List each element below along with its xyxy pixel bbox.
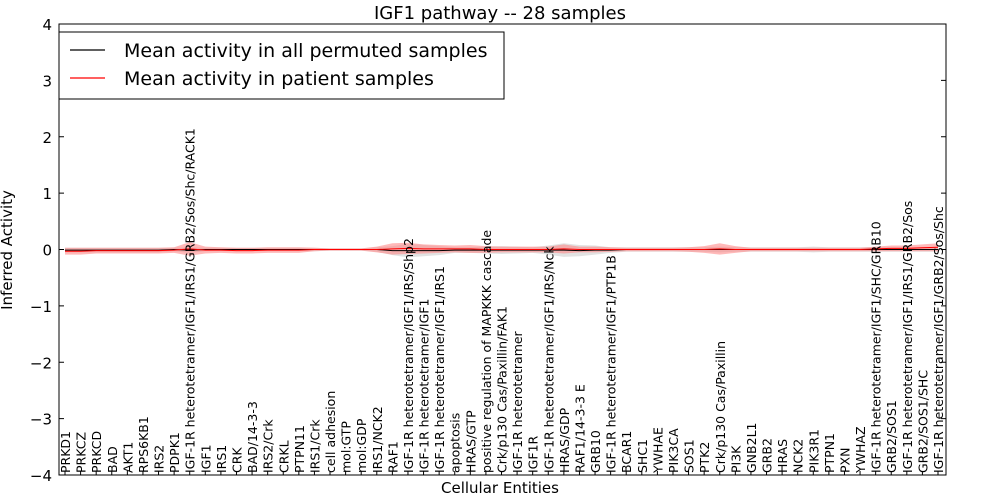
x-tick-label: BCAR1	[619, 431, 634, 473]
x-tick-label: positive regulation of MAPKKK cascade	[479, 230, 494, 473]
y-tick-label: −1	[30, 298, 52, 316]
x-tick-label: HRAS	[775, 439, 790, 473]
chart-title: IGF1 pathway -- 28 samples	[374, 3, 626, 24]
x-tick-label: IRS2/Crk	[261, 419, 276, 473]
x-tick-label: GNB2L1	[744, 423, 759, 473]
band-1	[65, 242, 938, 256]
x-tick-label: IRS1/Crk	[307, 419, 322, 473]
y-tick-label: 3	[42, 72, 52, 90]
x-tick-label: PI3K	[728, 445, 743, 473]
x-tick-label: HRAS/GTP	[463, 410, 478, 473]
legend: Mean activity in all permuted samples Me…	[58, 31, 505, 100]
x-tick-label: IGF-1R heterotetramer	[510, 330, 525, 473]
x-tick-label: HRAS/GDP	[557, 407, 572, 473]
x-tick-label: IGF1R	[526, 435, 541, 473]
x-tick-label: IGF-1R heterotetramer/IGF1/IRS1/GRB2/Sos	[900, 201, 915, 473]
x-tick-label: mol:GDP	[354, 418, 369, 473]
x-tick-label: IGF-1R heterotetramer/IGF1/GRB2/Sos/Shc	[931, 206, 946, 473]
x-tick-label: IGF-1R heterotetramer/IGF1/SHC/GRB10	[869, 221, 884, 473]
x-tick-label: IGF1	[198, 444, 213, 473]
x-tick-label: mol:GTP	[339, 421, 354, 473]
x-tick-label: PRKCD	[89, 431, 104, 473]
legend-label-patient: Mean activity in patient samples	[124, 68, 434, 90]
x-tick-label: RPS6KB1	[136, 416, 151, 473]
x-tick-label: CRK	[229, 447, 244, 473]
x-tick-label: PRKD1	[58, 431, 73, 473]
x-tick-label: PDPK1	[167, 432, 182, 473]
x-axis: PRKD1 PRKCZ PRKCD BAD AKT1 RPS6KB1 IRS2 PDPK1 IG…	[58, 128, 946, 475]
y-tick-label: −3	[30, 411, 52, 429]
x-tick-label: BAD	[105, 446, 120, 473]
y-axis-label: Inferred Activity	[0, 190, 16, 310]
x-tick-label: IGF-1R heterotetramer/IGF1/IRS/Nck	[541, 246, 556, 473]
x-tick-label: Crk/p130 Cas/Paxillin	[713, 341, 728, 473]
x-tick-label: IRS1/NCK2	[370, 406, 385, 473]
x-tick-label: PRKCZ	[74, 432, 89, 473]
x-tick-label: IGF-1R heterotetramer/IGF1/PTP1B	[604, 255, 619, 473]
x-tick-label: IRS2	[152, 445, 167, 473]
x-tick-label: SOS1	[682, 439, 697, 473]
x-tick-label: GRB2	[760, 438, 775, 473]
plot-area: −4 −3 −2 −1 0 1 2 3 4 PRKD1 PRKCZ PRKCD BAD AKT1 RPS6…	[30, 16, 947, 485]
x-tick-label: GRB10	[588, 430, 603, 473]
x-tick-label: IRS1	[214, 445, 229, 473]
x-tick-label: RAF1	[385, 441, 400, 473]
x-tick-label: YWHAZ	[853, 426, 868, 474]
x-tick-label: cell adhesion	[323, 391, 338, 473]
x-tick-label: PIK3R1	[806, 429, 821, 473]
series-line-1	[65, 246, 939, 252]
y-tick-label: 0	[42, 242, 52, 260]
x-tick-label: apoptosis	[448, 413, 463, 473]
y-axis: −4 −3 −2 −1 0 1 2 3 4	[30, 16, 946, 485]
x-tick-label: NCK2	[791, 439, 806, 473]
x-tick-label: RAF1/14-3-3 E	[572, 384, 587, 473]
legend-box	[58, 31, 505, 100]
x-tick-label: PIK3CA	[666, 428, 681, 473]
x-tick-label: IGF-1R heterotetramer/IGF1/IRS/Shp2	[401, 238, 416, 473]
x-axis-label: Cellular Entities	[441, 479, 559, 497]
x-tick-label: PTPN11	[292, 425, 307, 473]
y-tick-label: 4	[42, 16, 52, 34]
x-tick-label: SHC1	[635, 439, 650, 473]
x-tick-label: IGF-1R heterotetramer/IGF1	[417, 299, 432, 473]
y-tick-label: 2	[42, 129, 52, 147]
y-tick-label: −2	[30, 354, 52, 372]
x-tick-label: GRB2/SOS1	[884, 400, 899, 473]
x-tick-label: PXN	[837, 448, 852, 473]
x-tick-label: YWHAE	[650, 427, 665, 474]
x-tick-label: PTPN1	[822, 433, 837, 473]
x-tick-label: CRKL	[276, 440, 291, 473]
x-tick-label: Crk/p130 Cas/Paxillin/FAK1	[495, 306, 510, 473]
legend-label-permuted: Mean activity in all permuted samples	[124, 40, 487, 62]
y-tick-label: −4	[30, 467, 52, 485]
x-tick-label: GRB2/SOS1/SHC	[915, 370, 930, 473]
x-tick-label: AKT1	[120, 442, 135, 473]
x-tick-label: BAD/14-3-3	[245, 401, 260, 473]
x-tick-label: IGF-1R heterotetramer/IGF1/IRS1	[432, 266, 447, 473]
x-tick-label: PTK2	[697, 442, 712, 473]
y-tick-label: 1	[42, 185, 52, 203]
series-lines	[65, 246, 939, 252]
x-tick-label: IGF-1R heterotetramer/IGF1/IRS1/GRB2/Sos…	[183, 128, 198, 473]
